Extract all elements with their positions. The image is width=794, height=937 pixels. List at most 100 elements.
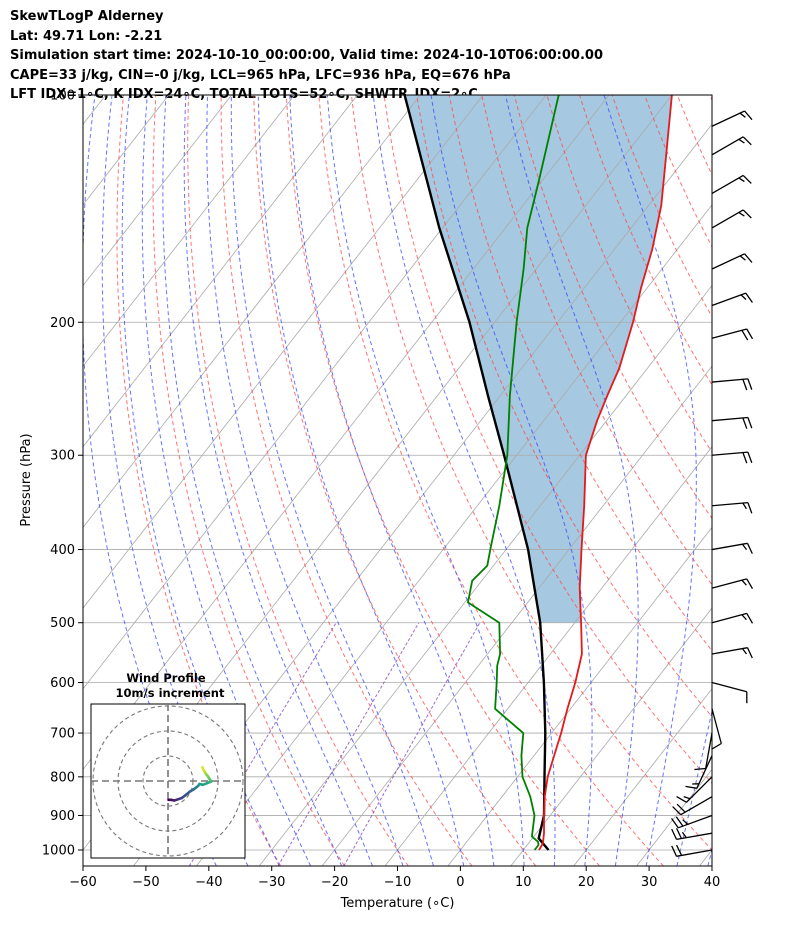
barb-feather <box>742 502 747 510</box>
barb-feather <box>682 819 689 825</box>
barb-feather <box>741 329 749 341</box>
wind-barb <box>711 647 753 659</box>
moist-adiabat <box>603 95 697 866</box>
barb-shaft <box>696 755 713 789</box>
chart-title: SkewTLogP Alderney <box>10 9 164 24</box>
dry-adiabat <box>416 95 712 718</box>
isotherm-line <box>699 849 712 866</box>
temperature-profile <box>538 95 673 851</box>
wind-barb <box>711 209 752 229</box>
x-tick-label: 0 <box>456 875 464 890</box>
mixing-ratio-line <box>188 622 337 866</box>
barb-feather <box>672 806 682 816</box>
y-tick-label: 700 <box>50 727 75 742</box>
barb-shaft <box>711 451 748 456</box>
isotherm-line <box>573 688 712 866</box>
barb-shaft <box>711 542 748 551</box>
barb-feather <box>745 292 753 303</box>
cape-area <box>404 95 672 623</box>
barb-feather <box>746 578 754 590</box>
dry-adiabat <box>318 95 664 866</box>
barb-feather <box>746 543 753 554</box>
x-axis-label: Temperature (∘C) <box>340 896 455 911</box>
mixing-ratio-line <box>277 622 420 866</box>
barb-feather <box>747 417 753 429</box>
moist-adiabat <box>430 95 593 866</box>
hodograph-plot <box>91 704 245 858</box>
moist-adiabat <box>707 847 712 866</box>
barb-feather <box>681 831 687 839</box>
barb-feather <box>742 136 752 146</box>
barb-shaft <box>711 174 744 194</box>
barb-feather <box>740 294 747 300</box>
x-tick-label: 30 <box>641 875 658 890</box>
barb-feather <box>746 613 754 624</box>
barb-feather <box>747 451 753 464</box>
barb-shaft <box>677 814 713 829</box>
barb-feather <box>739 255 746 261</box>
barb-feather <box>711 742 722 750</box>
barb-feather <box>742 379 748 391</box>
chart-header: SkewTLogP Alderney Lat: 49.71 Lon: -2.21… <box>10 7 603 105</box>
dry-adiabat <box>546 95 712 453</box>
y-tick-label: 400 <box>50 543 75 558</box>
wind-barb <box>676 776 713 803</box>
wind-barb <box>711 136 752 156</box>
hodograph-segment <box>201 765 205 772</box>
moist-adiabat <box>141 95 312 866</box>
wind-barb <box>671 828 713 841</box>
isotherm-line <box>258 284 712 866</box>
wind-barb <box>711 542 753 554</box>
isotherm-line <box>83 95 232 287</box>
isotherm-line <box>510 607 712 866</box>
wind-barb <box>685 755 713 789</box>
isotherm-line <box>321 365 712 866</box>
barb-feather <box>747 502 753 514</box>
wind-barb <box>711 578 754 590</box>
barb-shaft <box>711 253 745 270</box>
barb-shaft <box>711 681 747 693</box>
location-line: Lat: 49.71 Lon: -2.21 <box>10 28 163 44</box>
y-axis-label: Pressure (hPa) <box>19 433 34 526</box>
barb-shaft <box>711 136 744 156</box>
wind-barb <box>711 378 753 391</box>
y-tick-label: 200 <box>50 316 75 331</box>
barb-feather <box>683 795 691 800</box>
barb-shaft <box>705 732 713 769</box>
moist-adiabat <box>230 95 434 866</box>
dry-adiabat <box>220 95 473 866</box>
wind-barb <box>711 110 753 127</box>
barb-shaft <box>711 578 747 589</box>
wind-barb <box>711 451 753 464</box>
barb-feather <box>676 844 683 856</box>
barb-feather <box>742 174 752 184</box>
dry-adiabat <box>644 95 712 248</box>
barb-shaft <box>711 612 747 624</box>
barb-shaft <box>711 110 745 127</box>
moist-adiabat <box>206 95 404 866</box>
barb-shaft <box>711 328 747 339</box>
dry-adiabat <box>742 95 794 866</box>
wind-barb <box>711 501 753 514</box>
barb-feather <box>676 803 686 813</box>
wind-barb <box>672 796 713 816</box>
isotherm-line <box>83 95 295 367</box>
wind-barb <box>711 708 722 750</box>
moist-adiabat <box>505 95 639 866</box>
barb-feather <box>676 828 683 839</box>
isotherm-line <box>196 204 712 866</box>
y-tick-label: 900 <box>50 809 75 824</box>
isotherm-line <box>83 95 547 690</box>
barb-feather <box>747 378 753 390</box>
moist-adiabat <box>162 95 343 866</box>
dry-adiabat <box>513 95 712 520</box>
x-tick-label: −50 <box>132 875 159 890</box>
barb-feather <box>744 110 753 121</box>
wind-barb <box>711 416 753 429</box>
barb-feather <box>685 785 697 789</box>
wind-barb <box>671 814 713 829</box>
barb-feather <box>742 452 748 464</box>
x-tick-label: 20 <box>578 875 595 890</box>
wind-barb <box>711 612 754 624</box>
barb-feather <box>738 177 745 183</box>
